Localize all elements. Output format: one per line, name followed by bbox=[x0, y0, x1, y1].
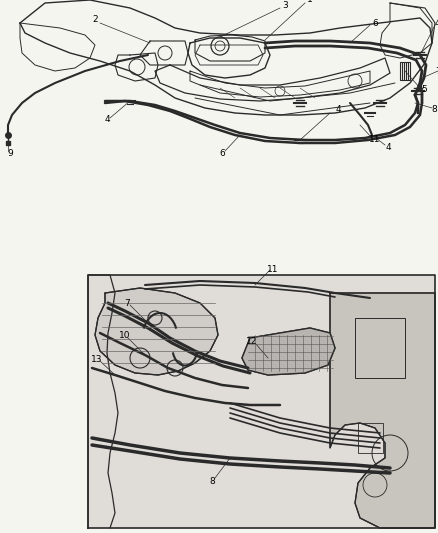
Polygon shape bbox=[330, 293, 435, 528]
Text: 12: 12 bbox=[246, 336, 258, 345]
Text: 3: 3 bbox=[282, 2, 288, 11]
Bar bbox=[400, 62, 410, 80]
Text: 5: 5 bbox=[421, 85, 427, 94]
Text: 4: 4 bbox=[104, 116, 110, 125]
Bar bbox=[88, 275, 435, 528]
Polygon shape bbox=[242, 328, 335, 375]
Text: 4: 4 bbox=[385, 143, 391, 152]
Text: 10: 10 bbox=[119, 332, 131, 341]
Text: 7: 7 bbox=[124, 298, 130, 308]
Text: 6: 6 bbox=[372, 19, 378, 28]
Text: 7: 7 bbox=[435, 67, 438, 76]
Text: 1: 1 bbox=[307, 0, 313, 4]
Text: 11: 11 bbox=[267, 265, 279, 274]
Text: 13: 13 bbox=[91, 354, 103, 364]
Text: 8: 8 bbox=[209, 477, 215, 486]
Text: 11: 11 bbox=[369, 135, 381, 144]
Text: 8: 8 bbox=[431, 106, 437, 115]
Bar bbox=[355, 318, 405, 378]
Text: 2: 2 bbox=[92, 15, 98, 25]
Bar bbox=[358, 423, 383, 453]
Polygon shape bbox=[95, 288, 218, 375]
Text: 4: 4 bbox=[434, 19, 438, 28]
Text: 4: 4 bbox=[335, 106, 341, 115]
Text: 6: 6 bbox=[219, 149, 225, 157]
Text: 9: 9 bbox=[7, 149, 13, 157]
